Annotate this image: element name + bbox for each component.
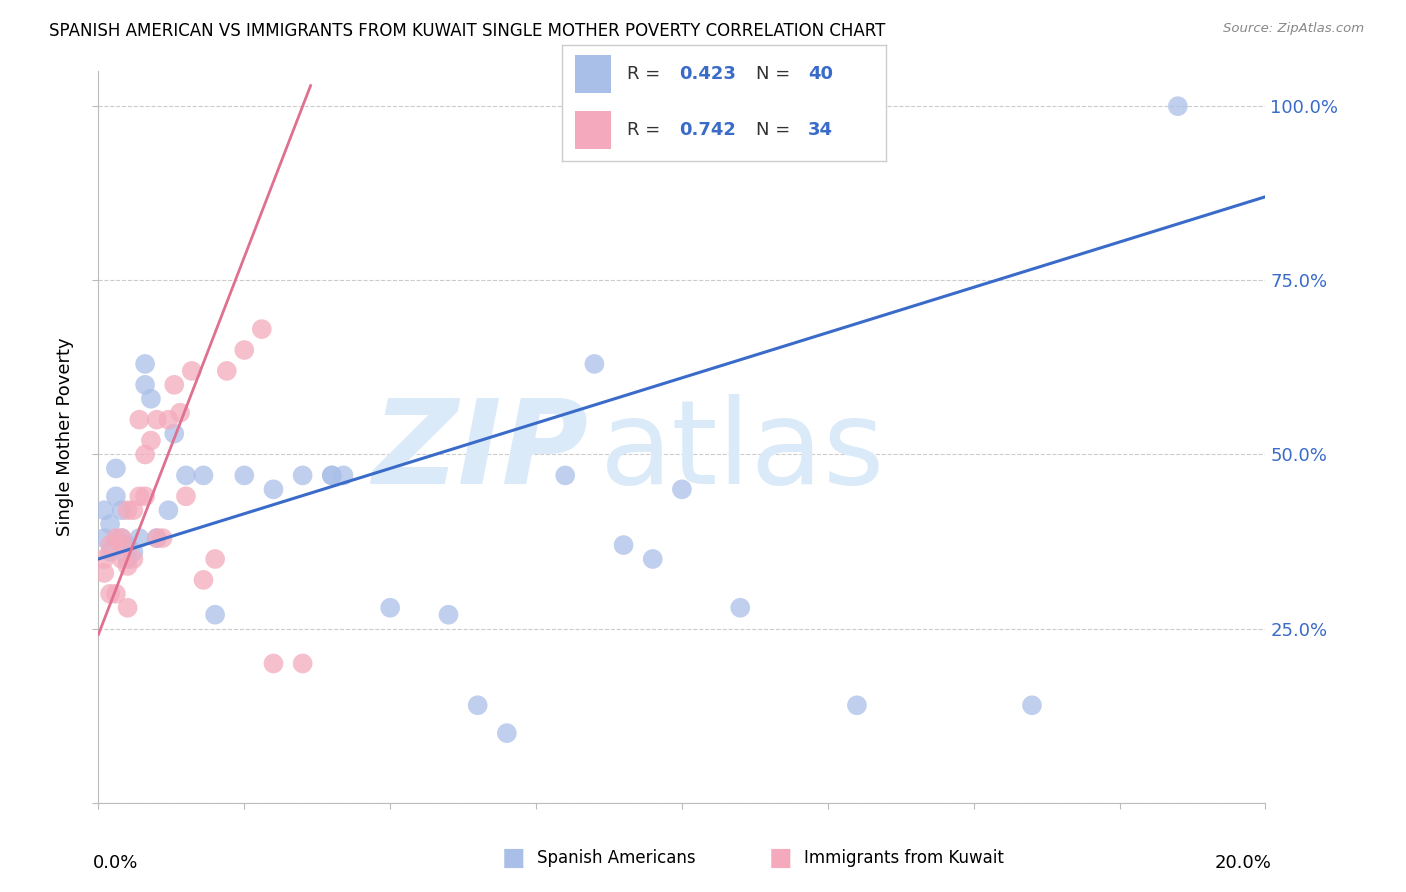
Point — [117, 558, 139, 573]
Text: 34: 34 — [808, 120, 834, 139]
Point — [671, 483, 693, 497]
Point — [117, 538, 139, 552]
Point — [163, 426, 186, 441]
Point — [104, 461, 127, 475]
Point — [122, 545, 145, 559]
FancyBboxPatch shape — [575, 111, 610, 149]
Point — [233, 343, 256, 357]
Point — [321, 468, 343, 483]
Point — [169, 406, 191, 420]
Text: R =: R = — [627, 120, 666, 139]
Point — [117, 600, 139, 615]
Text: atlas: atlas — [600, 394, 886, 509]
Y-axis label: Single Mother Poverty: Single Mother Poverty — [56, 338, 75, 536]
Point — [1167, 99, 1189, 113]
Point — [128, 531, 150, 545]
Point — [111, 531, 134, 545]
Point — [104, 489, 127, 503]
Point — [193, 468, 215, 483]
Point — [204, 607, 226, 622]
Point — [93, 503, 115, 517]
Point — [215, 364, 238, 378]
Point — [122, 503, 145, 517]
Point — [128, 489, 150, 503]
Point — [111, 552, 134, 566]
Point — [554, 468, 576, 483]
Point — [204, 552, 226, 566]
Point — [117, 503, 139, 517]
Point — [378, 600, 402, 615]
Point — [117, 552, 139, 566]
Text: 20.0%: 20.0% — [1215, 854, 1271, 872]
Point — [262, 483, 284, 497]
Point — [641, 552, 664, 566]
Point — [122, 552, 145, 566]
Point — [332, 468, 354, 483]
Point — [111, 538, 134, 552]
Point — [495, 726, 517, 740]
Point — [728, 600, 751, 615]
Point — [291, 657, 314, 671]
Text: SPANISH AMERICAN VS IMMIGRANTS FROM KUWAIT SINGLE MOTHER POVERTY CORRELATION CHA: SPANISH AMERICAN VS IMMIGRANTS FROM KUWA… — [49, 22, 886, 40]
Text: Spanish Americans: Spanish Americans — [537, 849, 696, 867]
Point — [104, 531, 127, 545]
Point — [291, 468, 314, 483]
Point — [134, 448, 156, 462]
Text: ■: ■ — [769, 847, 792, 870]
Point — [104, 587, 127, 601]
Point — [174, 468, 197, 483]
Point — [157, 503, 180, 517]
Point — [612, 538, 634, 552]
Point — [437, 607, 460, 622]
Text: R =: R = — [627, 65, 666, 83]
Text: ZIP: ZIP — [373, 394, 589, 509]
Point — [111, 503, 134, 517]
Point — [146, 531, 169, 545]
Point — [98, 545, 121, 559]
Point — [111, 531, 134, 545]
Point — [98, 587, 121, 601]
Text: 0.0%: 0.0% — [93, 854, 138, 872]
Text: 40: 40 — [808, 65, 834, 83]
Point — [93, 566, 115, 580]
Point — [98, 517, 121, 532]
Text: Source: ZipAtlas.com: Source: ZipAtlas.com — [1223, 22, 1364, 36]
Point — [93, 552, 115, 566]
Point — [134, 489, 156, 503]
Point — [233, 468, 256, 483]
Point — [583, 357, 606, 371]
Point — [250, 322, 273, 336]
Text: N =: N = — [756, 65, 796, 83]
Point — [139, 434, 162, 448]
Point — [467, 698, 489, 713]
Point — [321, 468, 343, 483]
Point — [180, 364, 202, 378]
Point — [163, 377, 186, 392]
Point — [134, 377, 156, 392]
Point — [139, 392, 162, 406]
Text: 0.423: 0.423 — [679, 65, 735, 83]
Point — [152, 531, 174, 545]
Text: N =: N = — [756, 120, 796, 139]
Point — [193, 573, 215, 587]
Point — [1021, 698, 1043, 713]
Point — [174, 489, 197, 503]
Point — [98, 538, 121, 552]
Text: Immigrants from Kuwait: Immigrants from Kuwait — [804, 849, 1004, 867]
Point — [93, 531, 115, 545]
Point — [157, 412, 180, 426]
Text: ■: ■ — [502, 847, 524, 870]
Text: 0.742: 0.742 — [679, 120, 735, 139]
Point — [845, 698, 868, 713]
Point — [128, 412, 150, 426]
Point — [134, 357, 156, 371]
FancyBboxPatch shape — [575, 55, 610, 94]
Point — [146, 412, 169, 426]
Point — [146, 531, 169, 545]
Point — [262, 657, 284, 671]
